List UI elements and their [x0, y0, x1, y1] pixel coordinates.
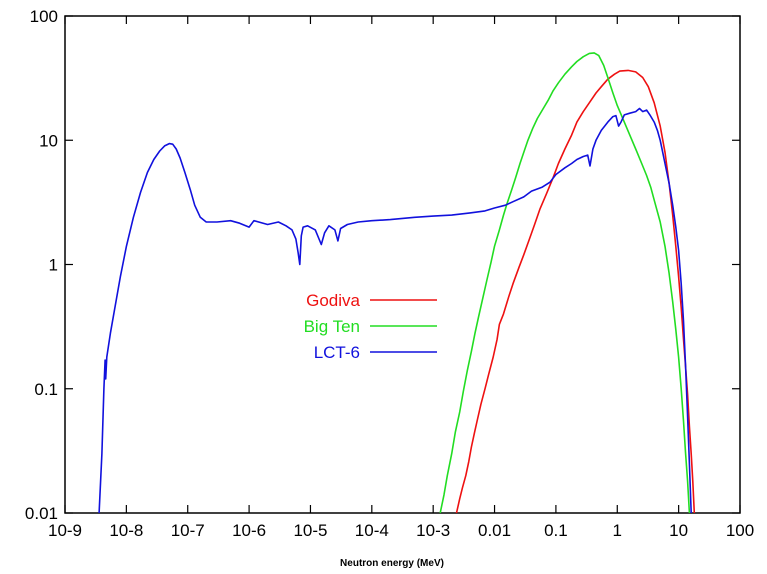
tick-labels: 10-9 10-8 10-7 10-6 10-5 10-4 10-3 0.01 0.1 1 10 10… — [25, 7, 754, 540]
x-tick-label: 10-7 — [171, 521, 205, 540]
y-tick-label: 1 — [49, 256, 58, 275]
x-axis-title: Neutron energy (MeV) — [340, 558, 444, 569]
series-line-big-ten — [439, 52, 691, 514]
legend-label-godiva: Godiva — [306, 291, 360, 310]
y-tick-label: 10 — [39, 131, 58, 150]
x-tick-label: 10 — [669, 521, 688, 540]
legend-label-lct-6: LCT-6 — [314, 343, 360, 362]
x-tick-label: 10-8 — [109, 521, 143, 540]
x-tick-label: 100 — [726, 521, 754, 540]
series-line-lct-6 — [98, 107, 692, 514]
y-tick-label: 0.1 — [34, 380, 58, 399]
x-tick-label: 10-5 — [293, 521, 327, 540]
x-tick-label: 10-4 — [355, 521, 389, 540]
y-tick-label: 0.01 — [25, 504, 58, 523]
x-tick-label: 1 — [613, 521, 622, 540]
legend-label-big-ten: Big Ten — [304, 317, 360, 336]
series-lines — [98, 52, 696, 514]
x-tick-label: 10-9 — [48, 521, 82, 540]
plot-frame — [64, 15, 741, 514]
x-tick-label: 10-3 — [416, 521, 450, 540]
x-tick-label: 10-6 — [232, 521, 266, 540]
legend: Godiva Big Ten LCT-6 — [304, 291, 437, 362]
x-tick-label: 0.1 — [544, 521, 568, 540]
x-tick-label: 0.01 — [478, 521, 511, 540]
axis-ticks — [64, 15, 741, 514]
series-line-godiva — [455, 69, 696, 514]
y-tick-label: 100 — [30, 7, 58, 26]
